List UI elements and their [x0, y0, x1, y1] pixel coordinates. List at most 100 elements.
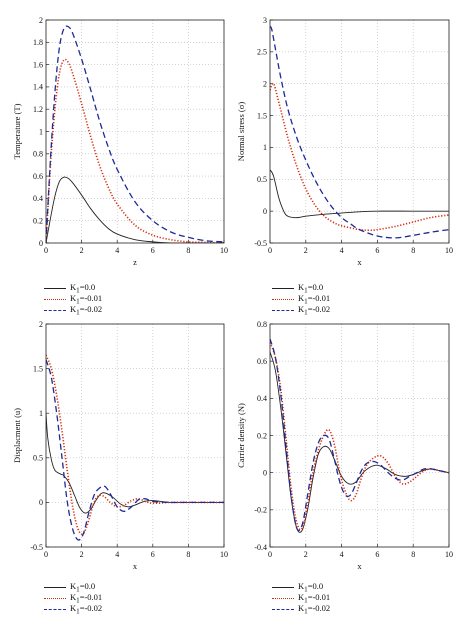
legend-item: K1=-0.02 [44, 303, 103, 317]
x-tick-label: 4 [340, 550, 344, 559]
legend-line-dashed [272, 310, 294, 311]
legend-line-solid [44, 288, 66, 289]
legend-label: K1=0.0 [298, 281, 324, 295]
legend-line-dotted [272, 598, 294, 599]
y-tick-label: 1.4 [33, 83, 43, 92]
x-tick-label: 6 [375, 550, 379, 559]
y-axis-label: Displacment (u) [12, 408, 22, 463]
legend-line-solid [44, 587, 66, 588]
legend-line-solid [272, 587, 294, 588]
legend-label: K1=0.0 [70, 580, 96, 594]
x-tick-label: 2 [304, 246, 308, 255]
series-line-dotted [270, 82, 449, 232]
plot-area [46, 20, 224, 243]
y-tick-label: 0 [263, 468, 267, 477]
y-tick-label: 0.8 [33, 150, 43, 159]
x-tick-label: 4 [340, 246, 344, 255]
legend-item: K1=0.0 [44, 281, 102, 295]
legend-item: K1=-0.01 [44, 591, 103, 605]
legend-bottom-left: K1=0.0 K1=-0.01 K1=-0.02 [44, 580, 103, 616]
x-tick-label: 4 [115, 550, 119, 559]
y-tick-label: 0 [263, 207, 267, 216]
y-tick-label: 0.2 [257, 431, 267, 440]
series-line-dashed [270, 338, 449, 532]
x-tick-label: 2 [80, 246, 84, 255]
legend-label: K1=-0.02 [70, 303, 103, 317]
series-line-solid [46, 413, 224, 514]
y-tick-label: 1.8 [33, 38, 43, 47]
legend-label: K1=-0.01 [70, 292, 103, 306]
legend-item: K1=-0.01 [272, 591, 331, 605]
legend-label: K1=-0.02 [298, 303, 331, 317]
legend-label: K1=0.0 [298, 580, 324, 594]
legend-item: K1=0.0 [272, 281, 330, 295]
x-tick-label: 2 [304, 550, 308, 559]
legend-line-dashed [44, 609, 66, 610]
series-line-dashed [46, 25, 224, 243]
x-axis-label: x [357, 257, 362, 267]
y-tick-label: -0.5 [254, 239, 267, 248]
x-tick-label: 4 [115, 246, 119, 255]
y-tick-label: 2 [39, 16, 43, 25]
x-axis-label: x [133, 561, 138, 571]
x-tick-label: 10 [445, 550, 453, 559]
y-tick-label: 0.5 [257, 175, 267, 184]
legend-label: K1=-0.01 [70, 591, 103, 605]
series-line-dashed [46, 359, 224, 541]
plot-frame [45, 19, 225, 244]
legend-line-dotted [44, 299, 66, 300]
legend-bottom-right: K1=0.0 K1=-0.01 K1=-0.02 [272, 580, 331, 616]
x-axis-label: x [357, 561, 362, 571]
y-tick-label: 0.5 [33, 454, 43, 463]
y-tick-label: -0.2 [254, 506, 267, 515]
y-tick-label: 2 [39, 320, 43, 329]
legend-item: K1=-0.01 [272, 292, 331, 306]
y-tick-label: 1.2 [33, 105, 43, 114]
x-tick-label: 10 [445, 246, 453, 255]
y-tick-label: -0.4 [254, 543, 267, 552]
legend-label: K1=-0.02 [70, 602, 103, 616]
legend-item: K1=-0.02 [44, 602, 103, 616]
plot-frame [269, 19, 450, 244]
y-tick-label: 1.5 [33, 364, 43, 373]
legend-item: K1=0.0 [44, 580, 102, 594]
y-tick-label: -0.5 [30, 543, 43, 552]
legend-label: K1=-0.02 [298, 602, 331, 616]
legend-item: K1=0.0 [272, 580, 330, 594]
plot-area [46, 324, 224, 547]
series-line-dotted [46, 58, 224, 243]
series-line-dotted [270, 342, 449, 531]
y-tick-label: 0.4 [257, 394, 267, 403]
legend-line-dashed [44, 310, 66, 311]
legend-top-right: K1=0.0 K1=-0.01 K1=-0.02 [272, 281, 331, 317]
y-tick-label: 1.6 [33, 60, 43, 69]
x-axis-label: z [133, 257, 137, 267]
x-tick-label: 8 [186, 246, 190, 255]
y-tick-label: 0 [39, 498, 43, 507]
y-tick-label: 0.4 [33, 194, 43, 203]
y-tick-label: 3 [263, 16, 267, 25]
legend-label: K1=0.0 [70, 281, 96, 295]
x-tick-label: 10 [220, 246, 228, 255]
plot-frame [45, 323, 225, 548]
legend-line-dotted [272, 299, 294, 300]
legend-label: K1=-0.01 [298, 292, 331, 306]
plot-area [270, 324, 449, 547]
y-tick-label: 1 [39, 409, 43, 418]
x-tick-label: 8 [411, 550, 415, 559]
legend-item: K1=-0.02 [272, 602, 331, 616]
legend-item: K1=-0.01 [44, 292, 103, 306]
y-tick-label: 1 [263, 143, 267, 152]
x-tick-label: 0 [44, 550, 48, 559]
y-tick-label: 2 [263, 80, 267, 89]
x-tick-label: 6 [151, 246, 155, 255]
y-tick-label: 2.5 [257, 48, 267, 57]
x-tick-label: 8 [411, 246, 415, 255]
legend-top-left: K1=0.0 K1=-0.01 K1=-0.02 [44, 281, 103, 317]
x-tick-label: 8 [186, 550, 190, 559]
y-axis-label: Temperature (T) [12, 103, 22, 159]
y-tick-label: 0.6 [33, 172, 43, 181]
plot-frame [269, 323, 450, 548]
x-tick-label: 0 [268, 246, 272, 255]
legend-label: K1=-0.01 [298, 591, 331, 605]
